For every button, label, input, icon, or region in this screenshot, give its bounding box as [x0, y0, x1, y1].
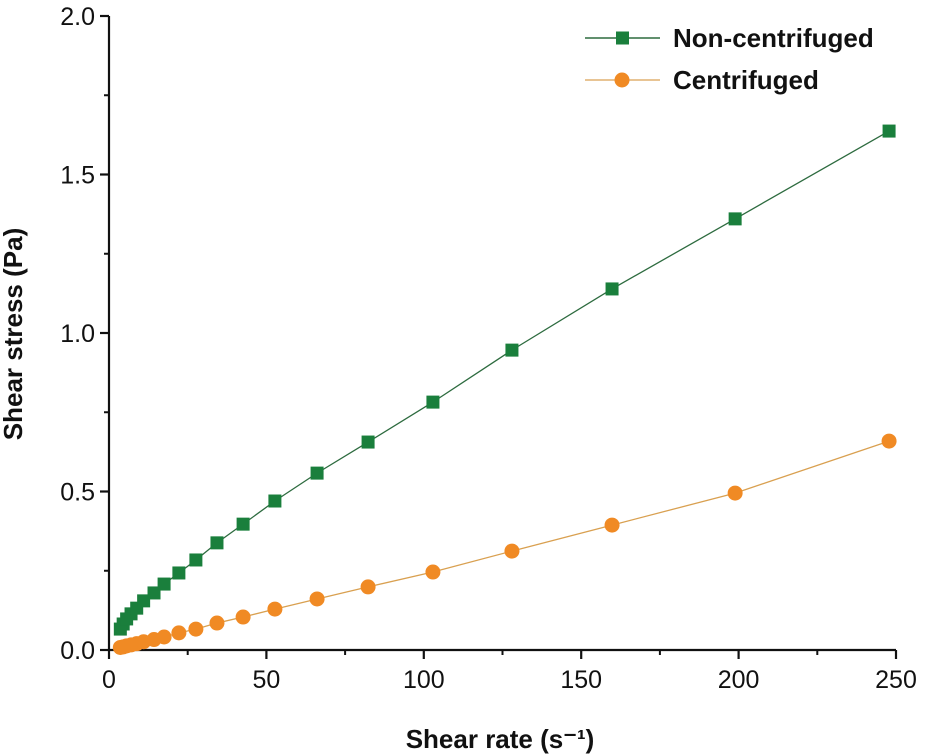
data-point — [728, 212, 742, 226]
y-tick-label: 1.0 — [60, 320, 95, 348]
x-axis-title: Shear rate (s⁻¹) — [406, 724, 595, 754]
legend-item: Centrifuged — [585, 65, 819, 95]
y-tick-label: 2.0 — [60, 3, 95, 31]
data-point — [236, 517, 250, 531]
series-non-centrifuged — [113, 124, 896, 636]
data-point — [147, 586, 161, 600]
x-tick-label: 150 — [560, 666, 602, 694]
x-tick-label: 0 — [102, 666, 116, 694]
data-point — [137, 594, 151, 608]
data-point — [426, 395, 440, 409]
data-point — [360, 579, 376, 595]
data-point — [172, 566, 186, 580]
axes: 0 50 100 150 200 250 0.0 0.5 1.0 1.5 2.0 — [60, 3, 917, 694]
data-point — [310, 466, 324, 480]
data-point — [209, 615, 225, 631]
data-point — [210, 536, 224, 550]
data-point — [171, 625, 187, 641]
series-centrifuged — [112, 433, 897, 655]
data-point — [504, 543, 520, 559]
data-point — [882, 124, 896, 138]
legend: Non-centrifuged Centrifuged — [585, 23, 874, 95]
series-line — [119, 130, 890, 630]
data-point — [505, 343, 519, 357]
data-point — [309, 591, 325, 607]
data-point — [604, 517, 620, 533]
y-tick-label: 0.0 — [60, 637, 95, 665]
data-point — [235, 609, 251, 625]
y-axis-title: Shear stress (Pa) — [0, 228, 28, 440]
legend-label: Non-centrifuged — [673, 23, 874, 53]
data-point — [157, 577, 171, 591]
data-point — [188, 621, 204, 637]
data-point — [361, 435, 375, 449]
data-point — [156, 629, 172, 645]
data-point — [881, 433, 897, 449]
y-tick-label: 0.5 — [60, 479, 95, 507]
x-tick-label: 50 — [252, 666, 280, 694]
legend-marker-circle — [614, 72, 630, 88]
x-tick-label: 100 — [403, 666, 445, 694]
data-point — [268, 494, 282, 508]
x-tick-label: 200 — [718, 666, 760, 694]
data-point — [425, 564, 441, 580]
series-layer — [112, 124, 897, 655]
data-point — [727, 485, 743, 501]
x-tick-label: 250 — [875, 666, 917, 694]
data-point — [605, 282, 619, 296]
legend-marker-square — [616, 31, 629, 45]
legend-item: Non-centrifuged — [585, 23, 874, 53]
data-point — [189, 553, 203, 567]
legend-label: Centrifuged — [673, 65, 819, 95]
data-point — [267, 601, 283, 617]
y-tick-label: 1.5 — [60, 162, 95, 190]
